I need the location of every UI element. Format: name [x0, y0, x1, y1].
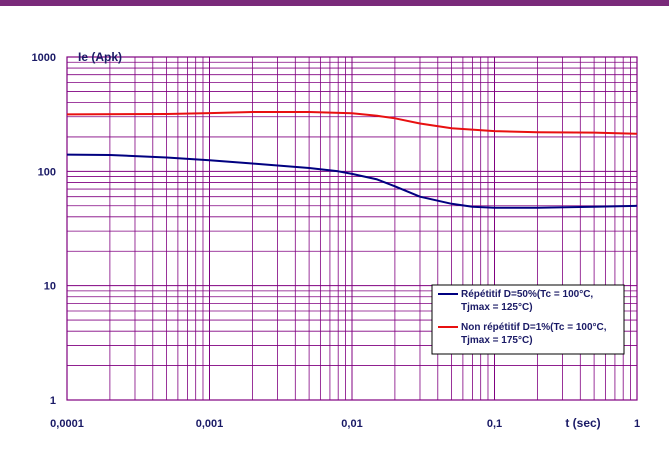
legend: Répétitif D=50%(Tc = 100°C, Tjmax = 125°C…	[431, 284, 625, 355]
x-tick-label: 0,0001	[50, 418, 84, 430]
series-group	[66, 111, 638, 209]
x-tick-label: 0,01	[341, 418, 362, 430]
y-tick-label: 1	[50, 395, 56, 407]
legend-box	[431, 284, 625, 355]
plot-frame	[66, 56, 638, 401]
tick-labels: 0,0001 0,001 0,01 0,1 1 1 10 100 1000	[32, 52, 641, 430]
x-tick-label: 0,001	[196, 418, 224, 430]
x-tick-label: 0,1	[487, 418, 502, 430]
legend-label-1: Tjmax = 125°C)	[461, 302, 533, 313]
x-axis-label: t (sec)	[565, 416, 600, 430]
x-tick-label: 1	[634, 418, 640, 430]
series-line-1	[66, 153, 638, 209]
series-line-2	[66, 111, 638, 135]
y-tick-label: 1000	[32, 52, 56, 64]
legend-label-1: Répétitif D=50%(Tc = 100°C,	[461, 289, 593, 300]
top-bar	[0, 0, 669, 6]
y-axis-label: Ie (Apk)	[78, 50, 122, 64]
y-tick-label: 10	[44, 281, 56, 293]
legend-label-2: Non répétitif D=1%(Tc = 100°C,	[461, 322, 607, 333]
y-tick-label: 100	[38, 166, 56, 178]
legend-label-2: Tjmax = 175°C)	[461, 335, 533, 346]
